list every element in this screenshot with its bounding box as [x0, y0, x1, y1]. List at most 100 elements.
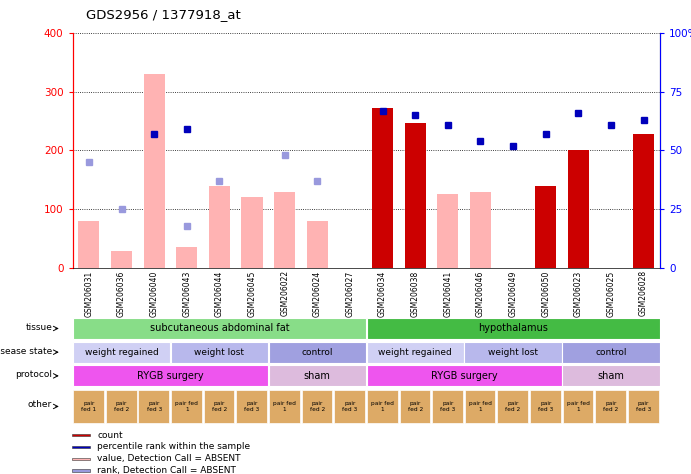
Bar: [78, 221, 100, 268]
Text: value, Detection Call = ABSENT: value, Detection Call = ABSENT: [97, 454, 240, 463]
Bar: [72, 434, 90, 436]
Text: GDS2956 / 1377918_at: GDS2956 / 1377918_at: [86, 9, 241, 21]
Text: other: other: [28, 400, 53, 409]
Text: subcutaneous abdominal fat: subcutaneous abdominal fat: [149, 323, 290, 334]
Text: pair
fed 3: pair fed 3: [146, 401, 162, 412]
Text: control: control: [595, 348, 627, 356]
Text: protocol: protocol: [15, 370, 53, 379]
Bar: [72, 446, 90, 448]
Bar: [366, 318, 660, 339]
Text: RYGB surgery: RYGB surgery: [137, 371, 204, 381]
Text: GSM206028: GSM206028: [639, 270, 648, 317]
Bar: [465, 390, 495, 423]
Text: pair fed
1: pair fed 1: [567, 401, 589, 412]
Text: GSM206034: GSM206034: [378, 270, 387, 317]
Bar: [209, 186, 230, 268]
Text: GSM206038: GSM206038: [410, 270, 419, 317]
Bar: [307, 221, 328, 268]
Bar: [171, 390, 202, 423]
Text: GSM206049: GSM206049: [509, 270, 518, 317]
Text: GSM206044: GSM206044: [215, 270, 224, 317]
Bar: [73, 365, 268, 386]
Bar: [138, 390, 169, 423]
Text: GSM206045: GSM206045: [247, 270, 256, 317]
Bar: [432, 390, 463, 423]
Bar: [106, 390, 137, 423]
Bar: [204, 390, 234, 423]
Text: GSM206022: GSM206022: [280, 270, 289, 317]
Bar: [269, 365, 366, 386]
Text: sham: sham: [304, 371, 331, 381]
Bar: [628, 390, 659, 423]
Text: GSM206041: GSM206041: [444, 270, 453, 317]
Bar: [399, 390, 430, 423]
Text: pair
fed 3: pair fed 3: [440, 401, 455, 412]
Text: count: count: [97, 430, 123, 439]
Bar: [562, 342, 660, 363]
Text: percentile rank within the sample: percentile rank within the sample: [97, 442, 250, 451]
Text: sham: sham: [598, 371, 625, 381]
Bar: [171, 342, 268, 363]
Text: pair
fed 2: pair fed 2: [505, 401, 521, 412]
Text: rank, Detection Call = ABSENT: rank, Detection Call = ABSENT: [97, 466, 236, 474]
Text: pair fed
1: pair fed 1: [469, 401, 492, 412]
Text: pair fed
1: pair fed 1: [273, 401, 296, 412]
Text: weight regained: weight regained: [84, 348, 158, 356]
Bar: [568, 151, 589, 268]
Text: weight lost: weight lost: [194, 348, 245, 356]
Text: GSM206024: GSM206024: [313, 270, 322, 317]
Bar: [464, 342, 562, 363]
Bar: [301, 390, 332, 423]
Bar: [334, 390, 365, 423]
Text: pair
fed 3: pair fed 3: [245, 401, 260, 412]
Bar: [72, 469, 90, 472]
Bar: [366, 342, 464, 363]
Bar: [366, 365, 562, 386]
Bar: [633, 134, 654, 268]
Text: disease state: disease state: [0, 346, 53, 356]
Bar: [176, 247, 198, 268]
Text: pair
fed 2: pair fed 2: [408, 401, 423, 412]
Bar: [530, 390, 560, 423]
Text: GSM206036: GSM206036: [117, 270, 126, 317]
Text: weight lost: weight lost: [488, 348, 538, 356]
Text: pair
fed 3: pair fed 3: [538, 401, 553, 412]
Bar: [269, 342, 366, 363]
Text: pair
fed 3: pair fed 3: [342, 401, 357, 412]
Bar: [274, 191, 295, 268]
Text: control: control: [301, 348, 333, 356]
Text: pair
fed 3: pair fed 3: [636, 401, 651, 412]
Bar: [367, 390, 397, 423]
Text: weight regained: weight regained: [378, 348, 452, 356]
Bar: [144, 74, 164, 268]
Text: GSM206043: GSM206043: [182, 270, 191, 317]
Text: GSM206046: GSM206046: [476, 270, 485, 317]
Text: tissue: tissue: [26, 323, 53, 332]
Bar: [236, 390, 267, 423]
Text: GSM206027: GSM206027: [346, 270, 354, 317]
Bar: [498, 390, 528, 423]
Text: pair fed
1: pair fed 1: [371, 401, 394, 412]
Bar: [269, 390, 300, 423]
Text: pair
fed 2: pair fed 2: [603, 401, 618, 412]
Text: pair
fed 2: pair fed 2: [114, 401, 129, 412]
Text: GSM206050: GSM206050: [541, 270, 550, 317]
Bar: [372, 108, 393, 268]
Bar: [535, 186, 556, 268]
Bar: [437, 194, 458, 268]
Bar: [470, 191, 491, 268]
Bar: [562, 365, 660, 386]
Text: hypothalamus: hypothalamus: [478, 323, 548, 334]
Text: pair
fed 2: pair fed 2: [310, 401, 325, 412]
Text: GSM206023: GSM206023: [574, 270, 583, 317]
Bar: [73, 342, 170, 363]
Bar: [72, 458, 90, 460]
Bar: [73, 318, 366, 339]
Text: RYGB surgery: RYGB surgery: [430, 371, 498, 381]
Bar: [595, 390, 626, 423]
Text: GSM206040: GSM206040: [150, 270, 159, 317]
Text: GSM206025: GSM206025: [607, 270, 616, 317]
Bar: [111, 251, 132, 268]
Bar: [241, 198, 263, 268]
Text: pair fed
1: pair fed 1: [176, 401, 198, 412]
